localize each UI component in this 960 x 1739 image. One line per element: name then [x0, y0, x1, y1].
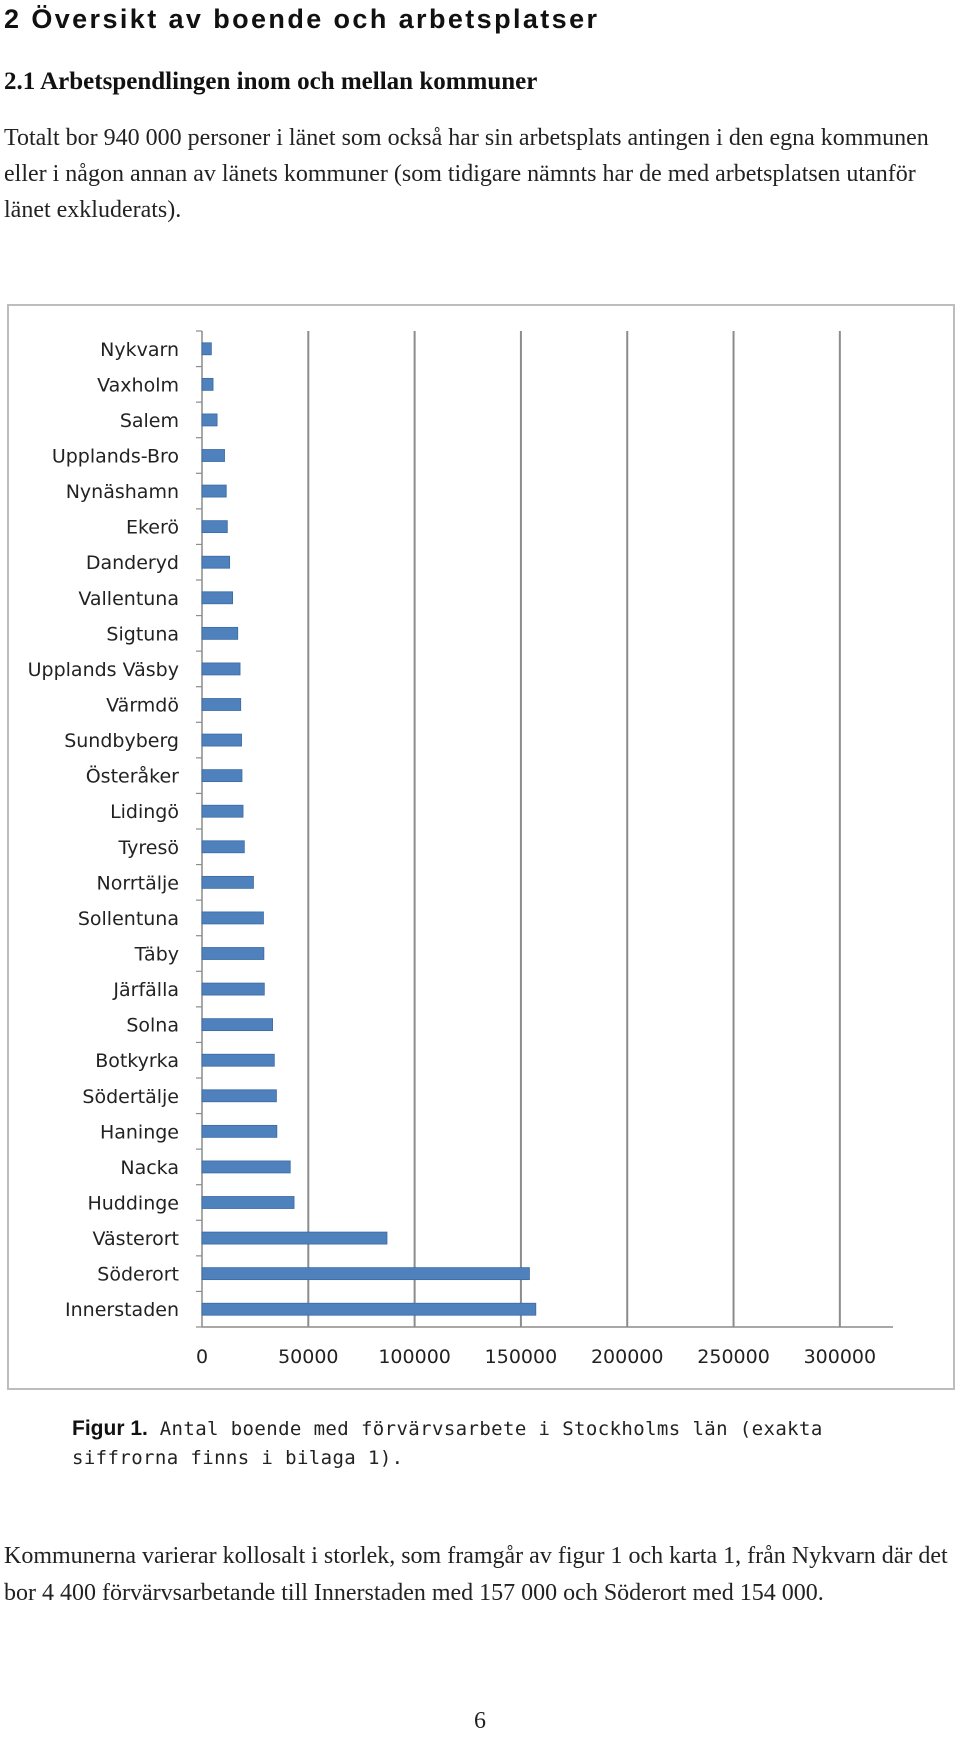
y-tick-label: Södertälje — [82, 1086, 179, 1108]
y-tick-label: Sollentuna — [78, 908, 179, 930]
page-number: 6 — [474, 1708, 486, 1734]
x-tick-label: 0 — [196, 1346, 208, 1368]
y-tick-label: Sigtuna — [106, 623, 179, 645]
bar — [201, 1231, 388, 1245]
bar — [201, 662, 241, 676]
y-tick-label: Solna — [126, 1015, 179, 1037]
figure-caption-text: Antal boende med förvärvsarbete i Stockh… — [72, 1418, 823, 1469]
bar — [201, 484, 227, 498]
y-tick-label: Ekerö — [126, 517, 179, 539]
bar — [201, 1089, 277, 1103]
figure-1-chart: Nykvarn Vaxholm Salem Upplands-Bro Nynäshamn… — [7, 304, 955, 1390]
y-tick-label: Västerort — [93, 1228, 179, 1250]
bar — [201, 911, 264, 925]
bar — [201, 591, 234, 605]
bar — [201, 1124, 278, 1138]
y-tick-label: Tyresö — [118, 837, 180, 859]
y-tick-label: Värmdö — [106, 695, 179, 717]
bar — [201, 520, 228, 534]
y-tick-label: Lidingö — [110, 801, 179, 823]
bar — [201, 947, 265, 960]
y-tick-label: Norrtälje — [97, 872, 179, 894]
bar — [201, 1053, 275, 1067]
x-tick-label: 200000 — [591, 1346, 664, 1368]
y-tick-label: Söderort — [97, 1264, 179, 1286]
bar — [201, 1018, 273, 1032]
y-tick-label: Vaxholm — [97, 374, 179, 396]
bar — [201, 1196, 295, 1209]
y-tick-label: Upplands-Bro — [52, 446, 179, 468]
bar — [201, 698, 242, 711]
bar-chart: Nykvarn Vaxholm Salem Upplands-Bro Nynäshamn… — [28, 330, 893, 1368]
figure-caption: Figur 1. Antal boende med förvärvsarbete… — [72, 1414, 912, 1473]
bar — [201, 377, 214, 391]
y-tick-label: Botkyrka — [95, 1050, 179, 1072]
y-tick-label: Täby — [134, 944, 179, 966]
x-tick-label: 250000 — [697, 1346, 770, 1368]
y-tick-label: Järfälla — [112, 979, 179, 1001]
bar — [201, 413, 218, 427]
bar — [201, 449, 225, 462]
bar — [201, 769, 243, 783]
bar — [201, 1302, 537, 1316]
x-tick-label: 100000 — [378, 1346, 451, 1368]
bar — [201, 342, 212, 356]
y-tick-label: Nacka — [120, 1157, 179, 1179]
y-tick-label: Sundbyberg — [64, 730, 179, 752]
y-tick-label: Innerstaden — [65, 1299, 179, 1321]
x-tick-label: 50000 — [278, 1346, 338, 1368]
y-tick-label: Salem — [120, 410, 179, 432]
bar — [201, 626, 239, 640]
bar — [201, 1160, 291, 1174]
bar — [201, 555, 231, 569]
intro-paragraph: Totalt bor 940 000 personer i länet som … — [4, 125, 929, 223]
bar — [201, 875, 254, 889]
y-tick-label: Upplands Väsby — [28, 659, 179, 681]
bar — [201, 840, 245, 854]
y-tick-label: Nykvarn — [100, 339, 179, 361]
subsection-heading: 2.1 Arbetspendlingen inom och mellan kom… — [4, 68, 538, 95]
section-heading: 2 Översikt av boende och arbetsplatser — [4, 4, 600, 34]
figure-label: Figur 1. — [72, 1417, 148, 1440]
y-tick-label: Nynäshamn — [66, 481, 179, 503]
x-tick-label: 300000 — [804, 1346, 877, 1368]
body-paragraph: Kommunerna varierar kollosalt i storlek,… — [4, 1543, 948, 1606]
y-tick-label: Haninge — [100, 1121, 179, 1143]
y-tick-label: Huddinge — [87, 1193, 179, 1215]
bar — [201, 804, 244, 818]
y-tick-label: Danderyd — [86, 552, 179, 574]
y-tick-label: Vallentuna — [78, 588, 179, 610]
bar — [201, 982, 265, 996]
bar — [201, 733, 242, 747]
x-tick-label: 150000 — [485, 1346, 558, 1368]
bar — [201, 1267, 530, 1281]
y-tick-label: Österåker — [86, 765, 179, 788]
